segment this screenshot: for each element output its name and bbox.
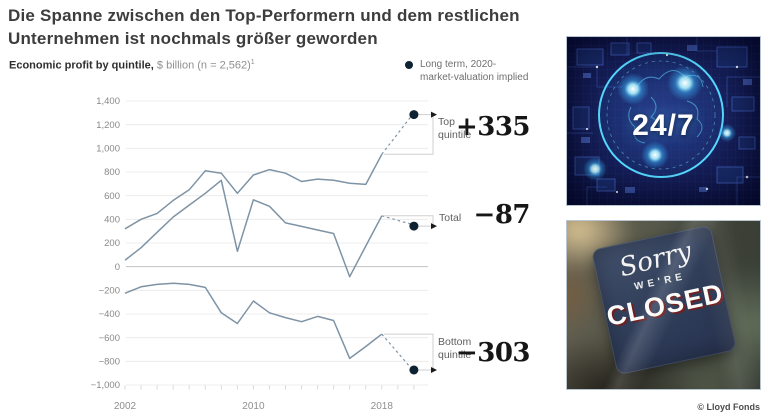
projection-dashed-line-1: [381, 215, 412, 225]
chart-subtitle: Economic profit by quintile, $ billion (…: [9, 59, 255, 72]
annotation-total-value: −87: [473, 200, 531, 230]
y-tick-label: 200: [104, 238, 120, 249]
figure-vignette: [567, 37, 760, 205]
series-line-1: [124, 179, 383, 278]
page-title-line1: Die Spanne zwischen den Top-Performern u…: [8, 6, 520, 25]
copyright-credit: © Lloyd Fonds: [697, 402, 760, 412]
y-tick-label: −800: [99, 357, 120, 368]
glass-reflection-overlay: [567, 221, 760, 389]
x-tick-label: 2010: [242, 401, 265, 412]
projection-dashed-line-0: [381, 116, 412, 155]
projection-dashed-line-2: [381, 333, 412, 369]
implied-value-dot-1: [409, 221, 419, 231]
delta-bracket-1: [383, 215, 434, 227]
y-tick-label: −200: [99, 286, 120, 297]
chart-legend: Long term, 2020- market-valuation implie…: [405, 59, 528, 84]
figure-ai-247-text: 24/7: [632, 109, 695, 142]
legend-dot-icon: [405, 61, 413, 69]
y-tick-label: −400: [99, 309, 120, 320]
annotation-total-label: Total: [439, 212, 462, 224]
annotation-top-quintile-value: +335: [455, 112, 531, 142]
bracket-arrow-icon: [431, 366, 437, 373]
y-tick-label: −600: [99, 333, 120, 344]
x-tick-label: 2002: [114, 401, 137, 412]
bracket-arrow-icon: [431, 111, 437, 118]
page-title: Die Spanne zwischen den Top-Performern u…: [8, 4, 608, 50]
economic-profit-line-chart: 1,400 1,200 1,000 800 600 400 200 0 −200 −400 −600…: [91, 96, 437, 412]
y-tick-label: 400: [104, 215, 120, 226]
figure-ai-247-image: 24/7: [566, 36, 761, 206]
y-tick-label: 800: [104, 167, 120, 178]
legend-label-line2: market-valuation implied: [420, 71, 529, 83]
bracket-arrow-icon: [431, 223, 437, 230]
page-title-line2: Unternehmen ist nochmals größer geworden: [8, 29, 378, 48]
delta-bracket-0: [383, 114, 434, 155]
annotation-bottom-quintile-label: Bottom quintile: [438, 336, 472, 361]
delta-bracket-2: [383, 333, 434, 371]
y-tick-label: 1,000: [96, 144, 120, 155]
y-tick-label: 600: [104, 191, 120, 202]
y-tick-label: −1,000: [91, 380, 120, 391]
implied-value-dot-2: [409, 365, 419, 375]
implied-value-dot-0: [409, 110, 419, 120]
y-tick-label: 0: [115, 262, 120, 273]
chart-subtitle-bold: Economic profit by quintile,: [9, 59, 154, 72]
circuit-brain-graphic: [567, 37, 760, 205]
x-tick-label: 2018: [371, 401, 394, 412]
legend-label-line1: Long term, 2020-: [420, 59, 497, 70]
annotation-bottom-quintile-value: −303: [455, 338, 531, 368]
chart-subtitle-unit: $ billion (n = 2,562): [153, 59, 251, 72]
annotation-top-quintile-label: Top quintile: [438, 116, 472, 141]
figure-closed-sign-image: Sorry WE'RE CLOSED: [566, 220, 761, 390]
series-line-2: [124, 282, 383, 360]
y-tick-label: 1,400: [96, 96, 120, 107]
y-tick-label: 1,200: [96, 120, 120, 131]
series-line-0: [124, 153, 383, 230]
footnote-marker: 1: [250, 59, 255, 66]
